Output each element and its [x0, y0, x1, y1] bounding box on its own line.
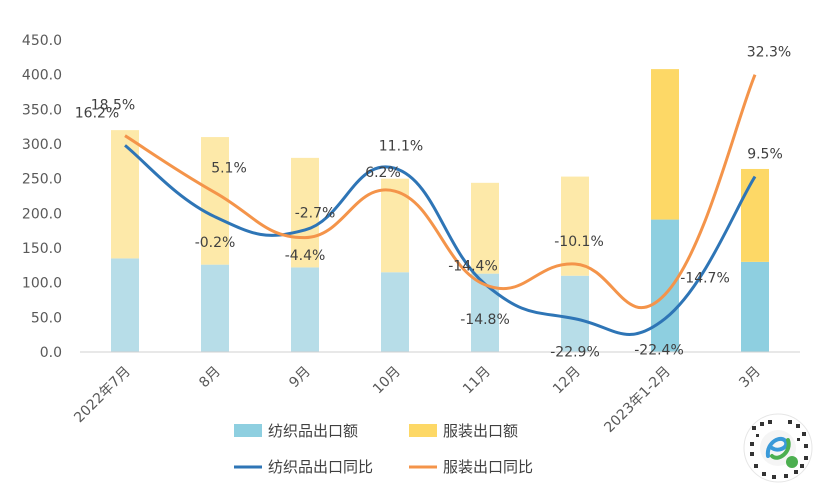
data-label-garment-yoy: 6.2% [365, 165, 401, 181]
bar-garment-export [651, 69, 679, 220]
legend-item-textile-yoy: 纺织品出口同比 [234, 458, 373, 476]
lines [124, 74, 757, 336]
y-tick-label: 300.0 [22, 137, 62, 153]
data-label-textile-yoy: 16.2% [75, 105, 119, 121]
x-tick-label: 9月 [286, 364, 314, 392]
line-textile-yoy [124, 144, 757, 336]
data-labels: 16.2% -0.2% -4.4% 11.1% -14.8% -22.9% -22.4% 9.… [75, 45, 791, 361]
data-label-textile-yoy: 9.5% [747, 147, 783, 163]
data-label-textile-yoy: -22.9% [550, 345, 600, 361]
data-label-garment-yoy: -14.7% [680, 270, 730, 286]
bar-textile-export [381, 272, 409, 352]
data-label-garment-yoy: 18.5% [91, 98, 135, 114]
y-tick-label: 400.0 [22, 68, 62, 84]
qr-logo-icon [743, 413, 813, 483]
legend-label-garment-yoy: 服装出口同比 [443, 458, 533, 476]
legend-item-garment-export: 服装出口额 [409, 422, 518, 440]
data-label-garment-yoy: -2.7% [295, 206, 336, 222]
bar-garment-export [561, 176, 589, 276]
x-tick-label: 11月 [460, 364, 494, 398]
bar-garment-export [471, 182, 499, 274]
legend-label-textile-export: 纺织品出口额 [268, 422, 358, 440]
data-label-textile-yoy: -0.2% [195, 235, 236, 251]
legend: 纺织品出口额 服装出口额 纺织品出口同比 服装出口同比 [234, 422, 533, 476]
data-label-textile-yoy: 11.1% [379, 138, 423, 154]
x-tick-label: 8月 [196, 364, 224, 392]
bar-textile-export [741, 261, 769, 352]
legend-item-textile-export: 纺织品出口额 [234, 422, 358, 440]
bar-textile-export [111, 258, 139, 352]
x-tick-label: 2023年1-2月 [601, 364, 673, 436]
legend-label-garment-export: 服装出口额 [443, 422, 518, 440]
legend-item-garment-yoy: 服装出口同比 [409, 458, 533, 476]
legend-label-textile-yoy: 纺织品出口同比 [268, 458, 373, 476]
y-tick-label: 150.0 [22, 241, 62, 257]
bars [111, 69, 769, 352]
bar-textile-export [651, 219, 679, 352]
x-tick-label: 12月 [550, 364, 584, 398]
legend-swatch-textile-export [234, 424, 262, 437]
x-tick-label: 3月 [736, 364, 764, 392]
bar-garment-export [291, 157, 319, 268]
data-label-textile-yoy: -14.8% [460, 312, 510, 328]
y-tick-label: 200.0 [22, 206, 62, 222]
y-tick-label: 350.0 [22, 102, 62, 118]
y-tick-label: 0.0 [40, 345, 62, 361]
bar-garment-export [381, 178, 409, 273]
y-tick-label: 450.0 [22, 33, 62, 49]
x-tick-label: 10月 [370, 364, 404, 398]
data-label-garment-yoy: 32.3% [747, 45, 791, 61]
legend-swatch-garment-export [409, 424, 437, 437]
y-tick-label: 50.0 [31, 310, 62, 326]
bar-garment-export [741, 168, 769, 262]
x-tick-label: 2022年7月 [71, 364, 134, 427]
data-label-textile-yoy: -4.4% [285, 248, 326, 264]
bar-textile-export [201, 264, 229, 352]
bar-textile-export [561, 275, 589, 352]
bar-garment-export [111, 130, 139, 259]
data-label-garment-yoy: -14.4% [448, 259, 498, 275]
data-label-garment-yoy: 5.1% [211, 161, 247, 177]
line-garment-yoy [124, 74, 757, 310]
y-tick-label: 100.0 [22, 276, 62, 292]
y-axis: 0.0 50.0 100.0 150.0 200.0 250.0 300.0 350.0 400… [22, 33, 62, 361]
data-label-textile-yoy: -22.4% [634, 343, 684, 359]
bar-textile-export [291, 267, 319, 352]
y-tick-label: 250.0 [22, 172, 62, 188]
bar-garment-export [201, 137, 229, 265]
data-label-garment-yoy: -10.1% [554, 234, 604, 250]
